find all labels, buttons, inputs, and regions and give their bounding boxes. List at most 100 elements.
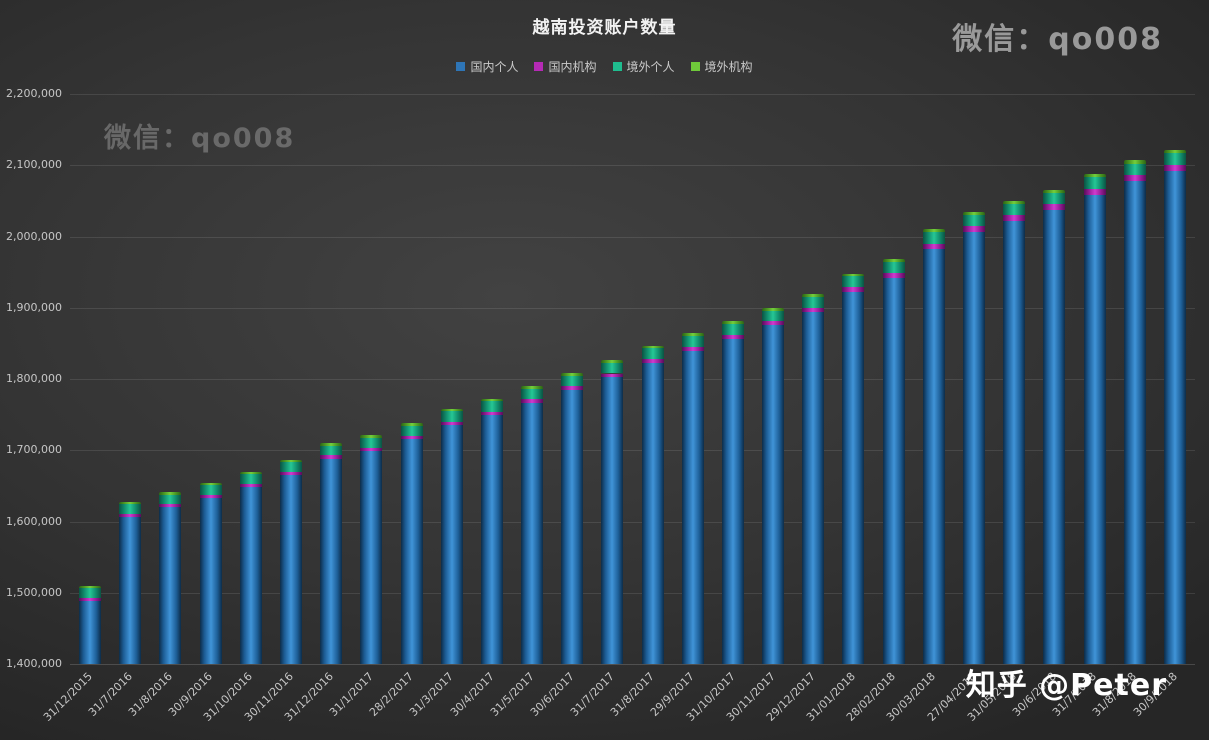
bar-segment-国内机构 [119, 513, 141, 517]
bar-segment-境外个人 [642, 348, 664, 359]
bar-segment-国内机构 [401, 435, 423, 440]
bar-segment-境外机构 [240, 471, 262, 474]
bar-segment-国内个人 [481, 415, 503, 664]
gridline [70, 522, 1195, 523]
bar-segment-境外个人 [1043, 192, 1065, 205]
bar-segment-国内个人 [1124, 181, 1146, 664]
bar-segment-国内个人 [1164, 170, 1186, 664]
bar-segment-国内机构 [762, 321, 784, 326]
bar-segment-境外个人 [320, 445, 342, 456]
y-tick-label: 2,100,000 [6, 158, 62, 171]
bar-segment-国内个人 [1043, 210, 1065, 664]
bar-segment-国内个人 [963, 231, 985, 664]
bar-segment-国内机构 [1003, 215, 1025, 222]
bar-segment-境外个人 [601, 363, 623, 374]
bar-segment-境外机构 [159, 492, 181, 495]
bar-segment-境外个人 [802, 296, 824, 308]
x-tick-label: 31/12/2015 [40, 669, 95, 724]
bar-segment-境外个人 [762, 310, 784, 322]
bar-segment-境外机构 [842, 273, 864, 277]
bar-segment-境外机构 [762, 307, 784, 311]
gridline [70, 94, 1195, 95]
bar-segment-国内机构 [159, 503, 181, 508]
bar-segment-国内个人 [682, 350, 704, 664]
bar-segment-国内机构 [240, 483, 262, 487]
bar-segment-境外个人 [1124, 163, 1146, 176]
bar-segment-境外机构 [1003, 200, 1025, 204]
bar-segment-境外机构 [601, 360, 623, 363]
bar-segment-国内个人 [1084, 194, 1106, 664]
bar-segment-境外机构 [1084, 173, 1106, 177]
bar-segment-国内个人 [360, 451, 382, 664]
legend-label: 境外机构 [704, 60, 753, 74]
bar-segment-境外个人 [441, 411, 463, 422]
bar-segment-国内机构 [682, 346, 704, 351]
bar-segment-国内机构 [521, 398, 543, 403]
bar-segment-境外个人 [79, 587, 101, 598]
bar-segment-国内个人 [240, 486, 262, 664]
bar-segment-国内个人 [521, 402, 543, 664]
bar-segment-境外机构 [200, 483, 222, 486]
bar-segment-境外机构 [923, 229, 945, 233]
bar-segment-境外机构 [441, 408, 463, 412]
chart-title: 越南投资账户数量 [532, 18, 677, 38]
bar-segment-境外机构 [119, 502, 141, 505]
bar-segment-境外机构 [561, 373, 583, 376]
gridline [70, 664, 1195, 665]
bar-segment-境外机构 [320, 443, 342, 446]
bar-segment-国内机构 [642, 358, 664, 363]
legend-item-境外机构: 境外机构 [690, 58, 753, 75]
bar-segment-国内个人 [280, 474, 302, 664]
bar-segment-国内个人 [802, 312, 824, 664]
legend-item-国内机构: 国内机构 [534, 58, 597, 75]
bar-segment-境外个人 [1084, 177, 1106, 189]
bar-segment-国内机构 [360, 447, 382, 452]
bar-segment-境外个人 [401, 425, 423, 436]
watermark-wechat-plot: 微信：qo008 [104, 123, 296, 154]
watermark-zhihu-author: 知乎 @Peter [965, 668, 1167, 703]
chart-legend: 国内个人 国内机构 境外个人 境外机构 [0, 58, 1209, 75]
bar-segment-境外机构 [722, 321, 744, 324]
bar-segment-境外机构 [401, 423, 423, 426]
bar-segment-境外机构 [1164, 149, 1186, 153]
bar-segment-国内机构 [441, 421, 463, 426]
bar-segment-国内个人 [883, 278, 905, 664]
y-tick-label: 2,200,000 [6, 87, 62, 100]
bar-segment-境外个人 [360, 437, 382, 448]
y-tick-label: 2,000,000 [6, 230, 62, 243]
y-axis-labels: 2,200,000 2,100,000 2,000,000 1,900,000 1,80… [0, 87, 62, 670]
bar-segment-国内个人 [79, 600, 101, 664]
bar-segment-境外个人 [1003, 203, 1025, 216]
y-tick-label: 1,400,000 [6, 657, 62, 670]
bar-segment-境外机构 [360, 435, 382, 438]
gridline [70, 237, 1195, 238]
bar-segment-国内机构 [1164, 164, 1186, 171]
bar-segment-境外个人 [561, 375, 583, 387]
gridline [70, 308, 1195, 309]
bar-segment-国内机构 [601, 373, 623, 378]
y-tick-label: 1,900,000 [6, 301, 62, 314]
bar-segment-境外个人 [923, 232, 945, 244]
legend-label: 国内机构 [548, 60, 597, 74]
bar-segment-国内个人 [762, 325, 784, 664]
gridline [70, 165, 1195, 166]
y-tick-label: 1,700,000 [6, 443, 62, 456]
bar-segment-国内个人 [119, 516, 141, 664]
legend-label: 境外个人 [626, 60, 675, 74]
legend-item-境外个人: 境外个人 [612, 58, 675, 75]
bar-segment-国内机构 [1043, 204, 1065, 211]
bar-segment-境外机构 [1124, 160, 1146, 164]
legend-label: 国内个人 [470, 60, 519, 74]
bar-segment-境外机构 [802, 294, 824, 297]
bar-segment-境外个人 [481, 401, 503, 412]
bar-segment-国内个人 [842, 291, 864, 664]
bar-segment-国内机构 [963, 226, 985, 232]
bar-segment-境外机构 [642, 345, 664, 349]
legend-swatch-icon [456, 62, 466, 71]
bar-segment-境外机构 [521, 386, 543, 389]
bar-segment-国内机构 [481, 411, 503, 416]
gridline [70, 379, 1195, 380]
gridline [70, 593, 1195, 594]
bar-segment-国内个人 [320, 458, 342, 664]
legend-swatch-icon [612, 62, 622, 71]
